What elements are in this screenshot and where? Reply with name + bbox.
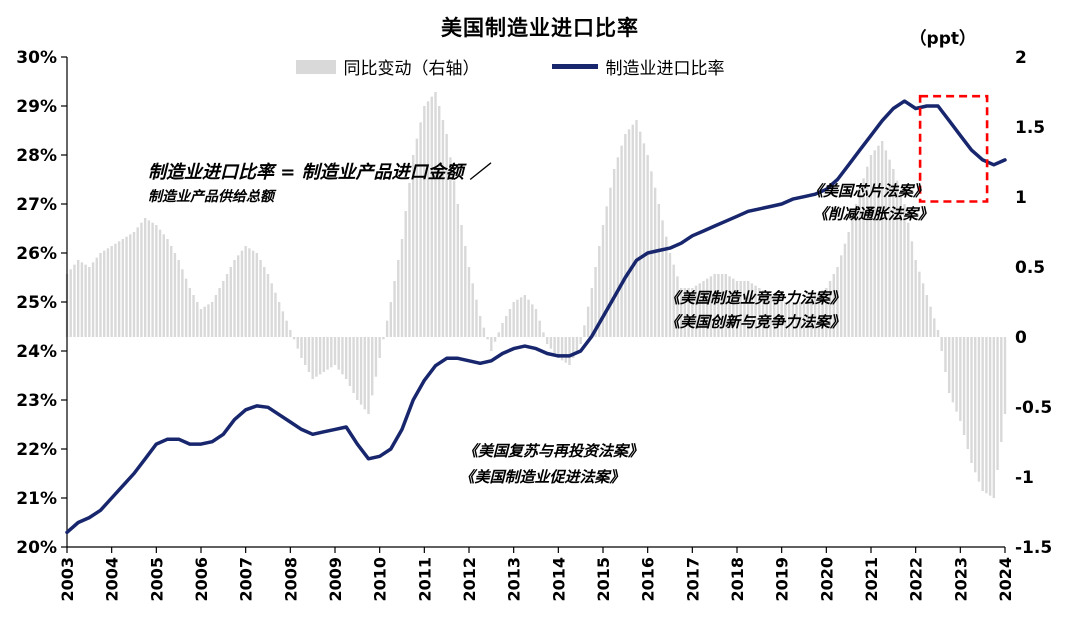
annotation-promotion-act: 《美国制造业促进法案》 — [459, 468, 625, 486]
yoy-bars — [65, 92, 1007, 498]
highlight-box — [918, 94, 989, 203]
svg-text:0: 0 — [1015, 328, 1027, 348]
svg-text:24%: 24% — [16, 342, 57, 362]
annotation-recovery-act: 《美国复苏与再投资法案》 — [462, 442, 644, 460]
svg-text:2018: 2018 — [728, 557, 747, 602]
chart-title: 美国制造业进口比率 — [441, 16, 639, 40]
svg-text:2006: 2006 — [192, 557, 211, 602]
annotation-chips-act: 《美国芯片法案》 — [807, 182, 929, 200]
svg-text:1.5: 1.5 — [1015, 118, 1045, 138]
svg-text:27%: 27% — [16, 195, 57, 215]
y-axis-right: 2 1.5 1 0.5 0 -0.5 -1 -1.5 — [1015, 48, 1052, 558]
legend: 同比变动（右轴） 制造业进口比率 — [0, 54, 1050, 79]
svg-text:2013: 2013 — [505, 557, 524, 602]
svg-text:2020: 2020 — [817, 557, 836, 602]
y-axis-left: 30% 29% 28% 27% 26% 25% 24% 23% 22% 21% 20% — [16, 48, 67, 558]
svg-text:2: 2 — [1015, 48, 1027, 68]
svg-text:2007: 2007 — [237, 557, 256, 602]
svg-text:-1.5: -1.5 — [1015, 538, 1052, 558]
svg-text:2014: 2014 — [549, 557, 568, 602]
svg-text:2010: 2010 — [371, 557, 390, 602]
svg-text:2024: 2024 — [996, 557, 1015, 602]
svg-text:2016: 2016 — [639, 557, 658, 602]
svg-text:2004: 2004 — [103, 557, 122, 602]
import-ratio-line — [65, 99, 1007, 535]
svg-text:2012: 2012 — [460, 557, 479, 602]
legend-label-ratio: 制造业进口比率 — [605, 59, 725, 79]
svg-text:2017: 2017 — [683, 557, 702, 602]
legend-bar-swatch — [295, 59, 336, 74]
legend-label-yoy: 同比变动（右轴） — [343, 59, 480, 79]
legend-line-swatch — [551, 64, 598, 69]
svg-text:1: 1 — [1015, 188, 1027, 208]
legend-item-yoy: 同比变动（右轴） — [295, 54, 480, 79]
annotation-formula-line2: 制造业产品供给总额 — [148, 189, 274, 205]
svg-text:2019: 2019 — [773, 557, 792, 602]
svg-text:25%: 25% — [16, 293, 57, 313]
right-axis-unit: （ppt） — [909, 29, 976, 49]
svg-text:0.5: 0.5 — [1015, 258, 1045, 278]
svg-text:2015: 2015 — [594, 557, 613, 602]
svg-text:26%: 26% — [16, 244, 57, 264]
svg-text:2008: 2008 — [281, 557, 300, 602]
x-axis: 2003 2004 2005 2006 2007 2008 2009 2010 2011 2012… — [58, 547, 1015, 602]
svg-text:-1: -1 — [1015, 468, 1034, 488]
svg-text:2003: 2003 — [58, 557, 77, 602]
svg-text:2021: 2021 — [862, 557, 881, 602]
svg-text:29%: 29% — [16, 97, 57, 117]
svg-text:30%: 30% — [16, 48, 57, 68]
svg-text:23%: 23% — [16, 391, 57, 411]
svg-text:21%: 21% — [16, 489, 57, 509]
annotation-formula-line1: 制造业进口比率 = 制造业产品进口金额 ／ — [148, 162, 488, 183]
legend-item-ratio: 制造业进口比率 — [551, 54, 725, 79]
svg-text:2011: 2011 — [415, 557, 434, 602]
svg-text:28%: 28% — [16, 146, 57, 166]
svg-text:2023: 2023 — [951, 557, 970, 602]
annotation-innovation-act: 《美国创新与竞争力法案》 — [664, 313, 846, 331]
annotation-competitiveness-act: 《美国制造业竞争力法案》 — [664, 289, 846, 307]
svg-text:2005: 2005 — [147, 557, 166, 602]
annotation-inflation-act: 《削减通胀法案》 — [812, 205, 934, 223]
svg-text:-0.5: -0.5 — [1015, 398, 1052, 418]
svg-text:2022: 2022 — [907, 557, 926, 602]
svg-text:22%: 22% — [16, 440, 57, 460]
svg-text:2009: 2009 — [326, 557, 345, 602]
svg-text:20%: 20% — [16, 538, 57, 558]
